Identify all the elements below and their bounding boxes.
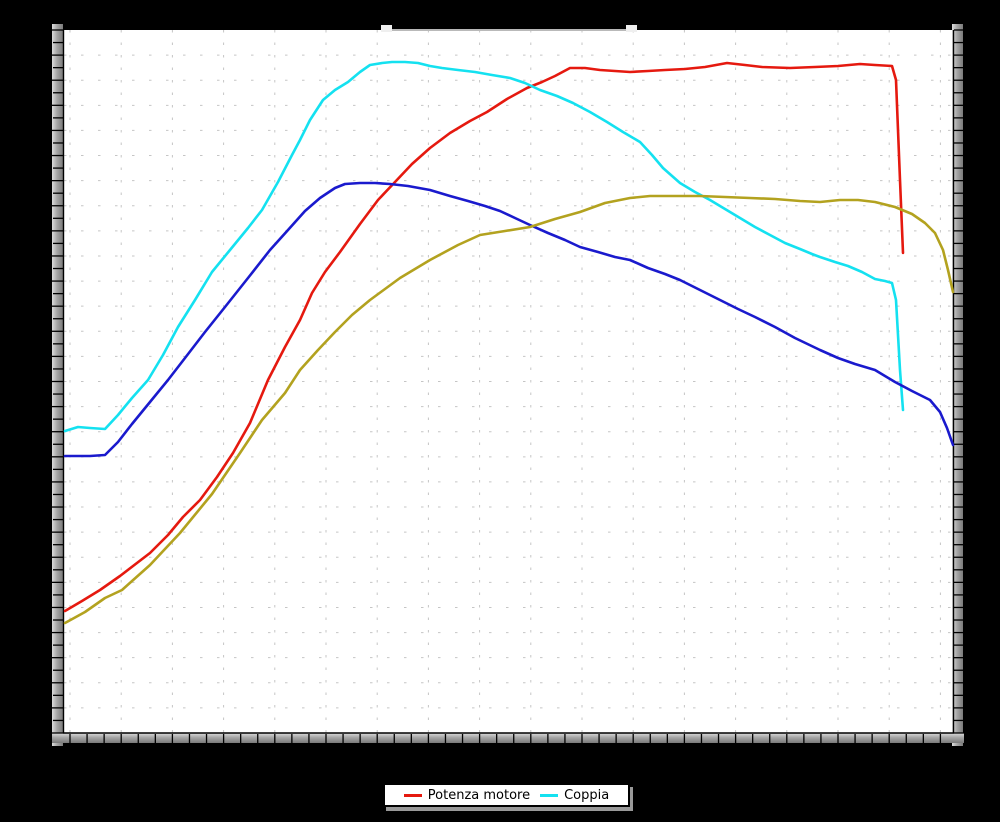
title-box	[381, 9, 637, 32]
series-potenza-motore	[63, 61, 905, 613]
y-axis-bar-left	[52, 24, 63, 746]
x-axis-bar	[52, 733, 964, 743]
legend-line-sample-red	[403, 793, 422, 797]
grid	[64, 30, 953, 734]
legend-label: Coppia	[564, 787, 610, 803]
series-unlabeled-blue	[63, 181, 955, 458]
series-unlabeled-olive	[63, 194, 955, 625]
legend-item-potenza-motore: Potenza motore	[403, 787, 531, 803]
title-box-corner-right	[626, 25, 637, 32]
legend-line-sample-cyan	[540, 793, 559, 797]
series-coppia	[63, 60, 905, 433]
axis-bars	[52, 24, 964, 746]
legend-box: Potenza motore Coppia	[383, 783, 630, 807]
title-box-corner-left	[381, 25, 392, 32]
axis-ticks	[47, 29, 969, 749]
plot-frame	[62, 30, 955, 734]
legend-label: Potenza motore	[427, 787, 531, 803]
legend-item-coppia: Coppia	[540, 788, 609, 803]
y-axis-bar-right	[952, 24, 963, 746]
